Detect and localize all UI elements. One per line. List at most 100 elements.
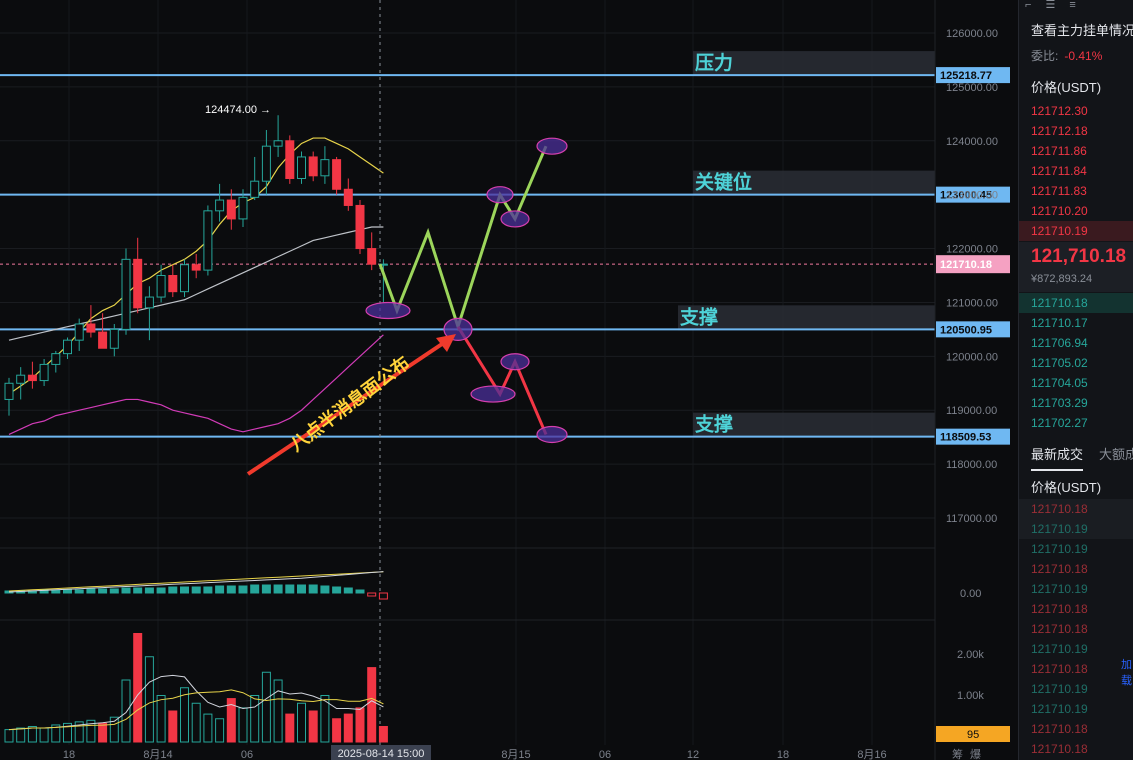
orderbook-title[interactable]: 查看主力挂单情况 (1031, 23, 1133, 38)
level-price-text: 120500.95 (940, 324, 992, 336)
tab-large-trades[interactable]: 大额成交 (1099, 447, 1133, 462)
trade-row[interactable]: 121710.19 (1031, 682, 1088, 696)
volume-bar (86, 719, 96, 743)
trade-row[interactable]: 121710.19 (1031, 702, 1088, 716)
bid-row[interactable]: 121703.29 (1031, 396, 1088, 410)
trade-row[interactable]: 121710.18 (1031, 622, 1088, 636)
layout-icon[interactable]: ⌐ (1025, 0, 1032, 11)
candle-body (16, 374, 26, 384)
candle-body (367, 248, 377, 265)
target-ellipse (536, 137, 568, 155)
y-tick-label: 122000.00 (946, 244, 998, 256)
volume-tick-label: 2.00k (957, 649, 984, 661)
macd-bar (332, 586, 342, 594)
candle-body (109, 328, 119, 349)
list-icon[interactable]: ≡ (1069, 0, 1076, 11)
ask-row[interactable]: 121710.20 (1031, 204, 1088, 218)
volume-current-tag (936, 726, 1010, 742)
last-price-box (1019, 242, 1133, 292)
volume-ma-short (8, 674, 384, 731)
bid-row[interactable]: 121705.02 (1031, 356, 1088, 370)
macd-bar (86, 588, 96, 594)
orderbook-icon[interactable]: ☰ (1045, 0, 1056, 11)
level-price-tag (936, 428, 1010, 445)
target-ellipse (365, 301, 411, 320)
macd-bar (144, 587, 154, 594)
bid-row[interactable]: 121706.94 (1031, 336, 1088, 350)
trade-row[interactable]: 121710.19 (1031, 542, 1088, 556)
trade-row[interactable]: 121710.18 (1031, 562, 1088, 576)
last-price-cny: ¥872,893.24 (1031, 273, 1093, 285)
candle-body (343, 188, 353, 206)
ask-row[interactable]: 121711.83 (1031, 184, 1087, 198)
ask-row[interactable]: 121712.18 (1031, 124, 1088, 138)
candle-body (168, 275, 178, 293)
volume-tick-label: 1.00k (957, 690, 984, 702)
volume-bar (144, 656, 154, 743)
y-tick-label: 117000.00 (946, 513, 997, 525)
macd-bar (367, 592, 377, 597)
price-chart[interactable]: 压力 125218.77 关键位 123000.45 支撑 120500.95 支撑 1185… (0, 0, 1018, 760)
x-tick-label: 8月15 (501, 749, 530, 760)
bid-row[interactable]: 121710.17 (1031, 316, 1088, 330)
crosshair-time-tag (331, 745, 431, 760)
trade-row[interactable]: 121710.18 (1019, 499, 1133, 519)
target-ellipse (470, 385, 516, 403)
level-band (693, 51, 935, 77)
bid-ask-ratio: 委比: -0.41% (1031, 47, 1102, 64)
ask-row[interactable]: 121710.19 (1019, 221, 1133, 241)
level-price-tag (936, 186, 1010, 203)
bid-row[interactable]: 121702.27 (1031, 416, 1088, 430)
price-column-header: 价格(USDT) (1031, 80, 1102, 95)
volume-ma-long (8, 689, 384, 731)
ask-row[interactable]: 121711.84 (1031, 164, 1087, 178)
ratio-label: 委比: (1031, 49, 1059, 63)
bottom-button: 爆 (970, 747, 981, 760)
candle-body (121, 258, 131, 330)
macd-bar (250, 584, 260, 594)
macd-bar (156, 587, 166, 594)
volume-bar (320, 695, 330, 743)
candle-body (261, 145, 271, 182)
load-more-link[interactable]: 加载 (1121, 659, 1132, 687)
trade-row[interactable]: 121710.18 (1031, 602, 1088, 616)
candle-body (355, 204, 365, 250)
target-ellipse (500, 353, 530, 371)
volume-current-text: 95 (967, 729, 979, 741)
macd-bar (133, 587, 143, 594)
volume-bar (191, 702, 201, 743)
trade-row[interactable]: 121710.19 (1019, 519, 1133, 539)
level-label: 支撑 (694, 413, 733, 436)
macd-bar (203, 586, 213, 594)
candle-body (250, 180, 260, 198)
volume-bar (308, 710, 318, 743)
trade-row[interactable]: 121710.19 (1031, 582, 1088, 596)
y-tick-label: 124000.00 (946, 136, 998, 148)
trade-row[interactable]: 121710.18 (1031, 662, 1088, 676)
trade-row[interactable]: 121710.18 (1031, 742, 1088, 756)
level-band (678, 305, 935, 331)
ask-row[interactable]: 121711.86 (1031, 144, 1087, 158)
tab-latest-trades[interactable]: 最新成交 (1031, 444, 1084, 471)
trade-row[interactable]: 121710.19 (1031, 642, 1088, 656)
bid-row[interactable]: 121704.05 (1031, 376, 1088, 390)
candle-body (332, 159, 342, 190)
level-label: 关键位 (695, 171, 752, 194)
bid-row[interactable]: 121710.18 (1019, 293, 1133, 313)
macd-bar (109, 588, 119, 594)
ma-white-line (8, 226, 384, 341)
candle-body (144, 296, 154, 309)
candle-body (297, 156, 306, 179)
crosshair-time-text: 2025-08-14 15:00 (338, 748, 425, 760)
candle-body (191, 264, 201, 271)
macd-bar (297, 584, 306, 594)
macd-bar (191, 586, 201, 594)
macd-bar (121, 587, 131, 594)
volume-bar (156, 695, 166, 743)
current-price-text: 121710.18 (940, 259, 992, 271)
volume-bar (355, 707, 365, 743)
candle-body (215, 199, 225, 212)
macd-zero-label: 0.00 (960, 588, 981, 600)
trade-row[interactable]: 121710.18 (1031, 722, 1088, 736)
ask-row[interactable]: 121712.30 (1031, 104, 1088, 118)
